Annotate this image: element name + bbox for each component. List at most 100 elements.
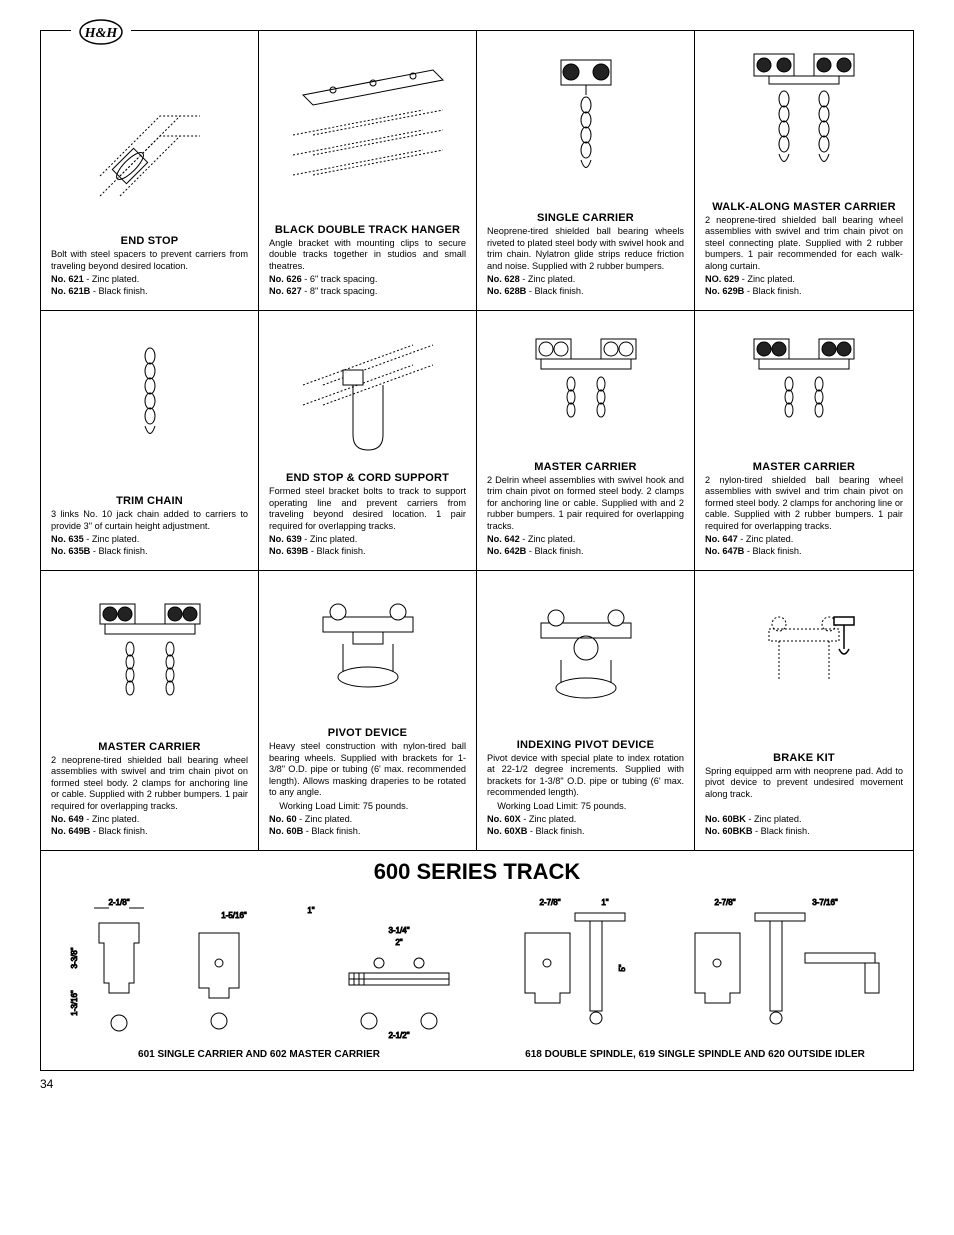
part-line: No. 647 - Zinc plated. [705, 534, 903, 546]
cell-end-stop-cord: END STOP & CORD SUPPORT Formed steel bra… [259, 311, 477, 571]
product-desc: Neoprene-tired shielded ball bearing whe… [487, 226, 684, 272]
product-desc: 2 Delrin wheel assemblies with swivel ho… [487, 475, 684, 533]
part-line: No. 639 - Zinc plated. [269, 534, 466, 546]
part-line: No. 627 - 8" track spacing. [269, 286, 466, 298]
cell-brake-kit: BRAKE KIT Spring equipped arm with neopr… [695, 571, 913, 851]
logo: H&H [71, 19, 131, 51]
part-line: No. 628B - Black finish. [487, 286, 684, 298]
cell-master-carrier-647: MASTER CARRIER 2 nylon-tired shielded ba… [695, 311, 913, 571]
svg-text:H&H: H&H [84, 26, 119, 41]
product-title: TRIM CHAIN [51, 495, 248, 507]
extra-line: Working Load Limit: 75 pounds. [269, 801, 466, 813]
part-line: No. 621B - Black finish. [51, 286, 248, 298]
cell-indexing-pivot: INDEXING PIVOT DEVICE Pivot device with … [477, 571, 695, 851]
part-line: No. 629B - Black finish. [705, 286, 903, 298]
product-title: BLACK DOUBLE TRACK HANGER [269, 224, 466, 236]
product-desc: Spring equipped arm with neoprene pad. A… [705, 766, 903, 801]
page-border: H&H END STOP Bolt with steel spacers [40, 30, 914, 1071]
illustration [487, 41, 684, 208]
cell-master-carrier-642: MASTER CARRIER 2 Delrin wheel assemblies… [477, 311, 695, 571]
product-desc: Heavy steel construction with nylon-tire… [269, 741, 466, 799]
part-line: No. 642B - Black finish. [487, 546, 684, 558]
svg-text:5": 5" [618, 964, 627, 971]
product-row-3: MASTER CARRIER 2 neoprene-tired shielded… [41, 571, 913, 851]
product-title: MASTER CARRIER [487, 461, 684, 473]
illustration [487, 581, 684, 735]
product-desc: 2 neoprene-tired shielded ball bearing w… [51, 755, 248, 813]
part-line: No. 621 - Zinc plated. [51, 274, 248, 286]
track-left: 2-1/8" 3-3/8" 1-3/16" 1-5/16" 1" 3-1 [51, 893, 467, 1060]
illustration [705, 41, 903, 197]
cell-trim-chain: TRIM CHAIN 3 links No. 10 jack chain add… [41, 311, 259, 571]
track-left-caption: 601 SINGLE CARRIER AND 602 MASTER CARRIE… [138, 1049, 380, 1060]
part-line: No. 60BKB - Black finish. [705, 826, 903, 838]
cell-single-carrier: SINGLE CARRIER Neoprene-tired shielded b… [477, 31, 695, 311]
product-desc: Angle bracket with mounting clips to sec… [269, 238, 466, 273]
track-diagrams: 2-1/8" 3-3/8" 1-3/16" 1-5/16" 1" 3-1 [51, 893, 903, 1060]
product-desc: 3 links No. 10 jack chain added to carri… [51, 509, 248, 532]
illustration [269, 581, 466, 723]
track-right-caption: 618 DOUBLE SPINDLE, 619 SINGLE SPINDLE A… [525, 1049, 865, 1060]
product-title: END STOP [51, 235, 248, 247]
track-right: 2-7/8" 1" 5" 2-7/8" 3-7/16" [487, 893, 903, 1060]
illustration [51, 41, 248, 231]
part-line: No. 635B - Black finish. [51, 546, 248, 558]
part-line: No. 649 - Zinc plated. [51, 814, 248, 826]
svg-text:1-5/16": 1-5/16" [221, 911, 247, 920]
product-title: INDEXING PIVOT DEVICE [487, 739, 684, 751]
svg-text:2-7/8": 2-7/8" [539, 898, 560, 907]
part-line: No. 649B - Black finish. [51, 826, 248, 838]
product-title: PIVOT DEVICE [269, 727, 466, 739]
svg-text:1": 1" [601, 898, 608, 907]
part-line: No. 647B - Black finish. [705, 546, 903, 558]
product-desc: Pivot device with special plate to index… [487, 753, 684, 799]
product-desc: Formed steel bracket bolts to track to s… [269, 486, 466, 532]
spacer [705, 802, 903, 814]
product-row-2: TRIM CHAIN 3 links No. 10 jack chain add… [41, 311, 913, 571]
svg-text:1": 1" [307, 906, 314, 915]
product-title: BRAKE KIT [705, 752, 903, 764]
part-line: No. 60XB - Black finish. [487, 826, 684, 838]
extra-line: Working Load Limit: 75 pounds. [487, 801, 684, 813]
part-line: No. 60BK - Zinc plated. [705, 814, 903, 826]
part-line: No. 60X - Zinc plated. [487, 814, 684, 826]
part-line: No. 639B - Black finish. [269, 546, 466, 558]
product-desc: 2 nylon-tired shielded ball bearing whee… [705, 475, 903, 533]
illustration [269, 321, 466, 468]
cell-master-carrier-649: MASTER CARRIER 2 neoprene-tired shielded… [41, 571, 259, 851]
part-line: No. 642 - Zinc plated. [487, 534, 684, 546]
part-line: No. 60B - Black finish. [269, 826, 466, 838]
svg-text:2-7/8": 2-7/8" [714, 898, 735, 907]
illustration [705, 581, 903, 748]
cell-walk-along-master: WALK-ALONG MASTER CARRIER 2 neoprene-tir… [695, 31, 913, 311]
product-title: END STOP & CORD SUPPORT [269, 472, 466, 484]
product-desc: Bolt with steel spacers to prevent carri… [51, 249, 248, 272]
cell-pivot-device: PIVOT DEVICE Heavy steel construction wi… [259, 571, 477, 851]
cell-end-stop: END STOP Bolt with steel spacers to prev… [41, 31, 259, 311]
track-section: 600 SERIES TRACK 2-1/8" 3-3/8" 1-3/16" 1… [41, 851, 913, 1070]
product-row-1: END STOP Bolt with steel spacers to prev… [41, 31, 913, 311]
product-title: SINGLE CARRIER [487, 212, 684, 224]
product-title: MASTER CARRIER [705, 461, 903, 473]
svg-text:1-3/16": 1-3/16" [70, 990, 79, 1016]
part-line: No. 628 - Zinc plated. [487, 274, 684, 286]
illustration [269, 41, 466, 220]
illustration [705, 321, 903, 457]
svg-text:2": 2" [395, 938, 402, 947]
illustration [51, 321, 248, 491]
svg-text:3-7/16": 3-7/16" [812, 898, 838, 907]
product-desc: 2 neoprene-tired shielded ball bearing w… [705, 215, 903, 273]
part-line: No. 635 - Zinc plated. [51, 534, 248, 546]
svg-text:2-1/8": 2-1/8" [108, 898, 129, 907]
part-line: No. 60 - Zinc plated. [269, 814, 466, 826]
cell-double-track-hanger: BLACK DOUBLE TRACK HANGER Angle bracket … [259, 31, 477, 311]
product-title: MASTER CARRIER [51, 741, 248, 753]
page-number: 34 [40, 1077, 914, 1091]
part-line: No. 626 - 6" track spacing. [269, 274, 466, 286]
svg-text:2-1/2": 2-1/2" [388, 1031, 409, 1040]
illustration [51, 581, 248, 737]
illustration [487, 321, 684, 457]
product-title: WALK-ALONG MASTER CARRIER [705, 201, 903, 213]
svg-text:3-1/4": 3-1/4" [388, 926, 409, 935]
part-line: NO. 629 - Zinc plated. [705, 274, 903, 286]
